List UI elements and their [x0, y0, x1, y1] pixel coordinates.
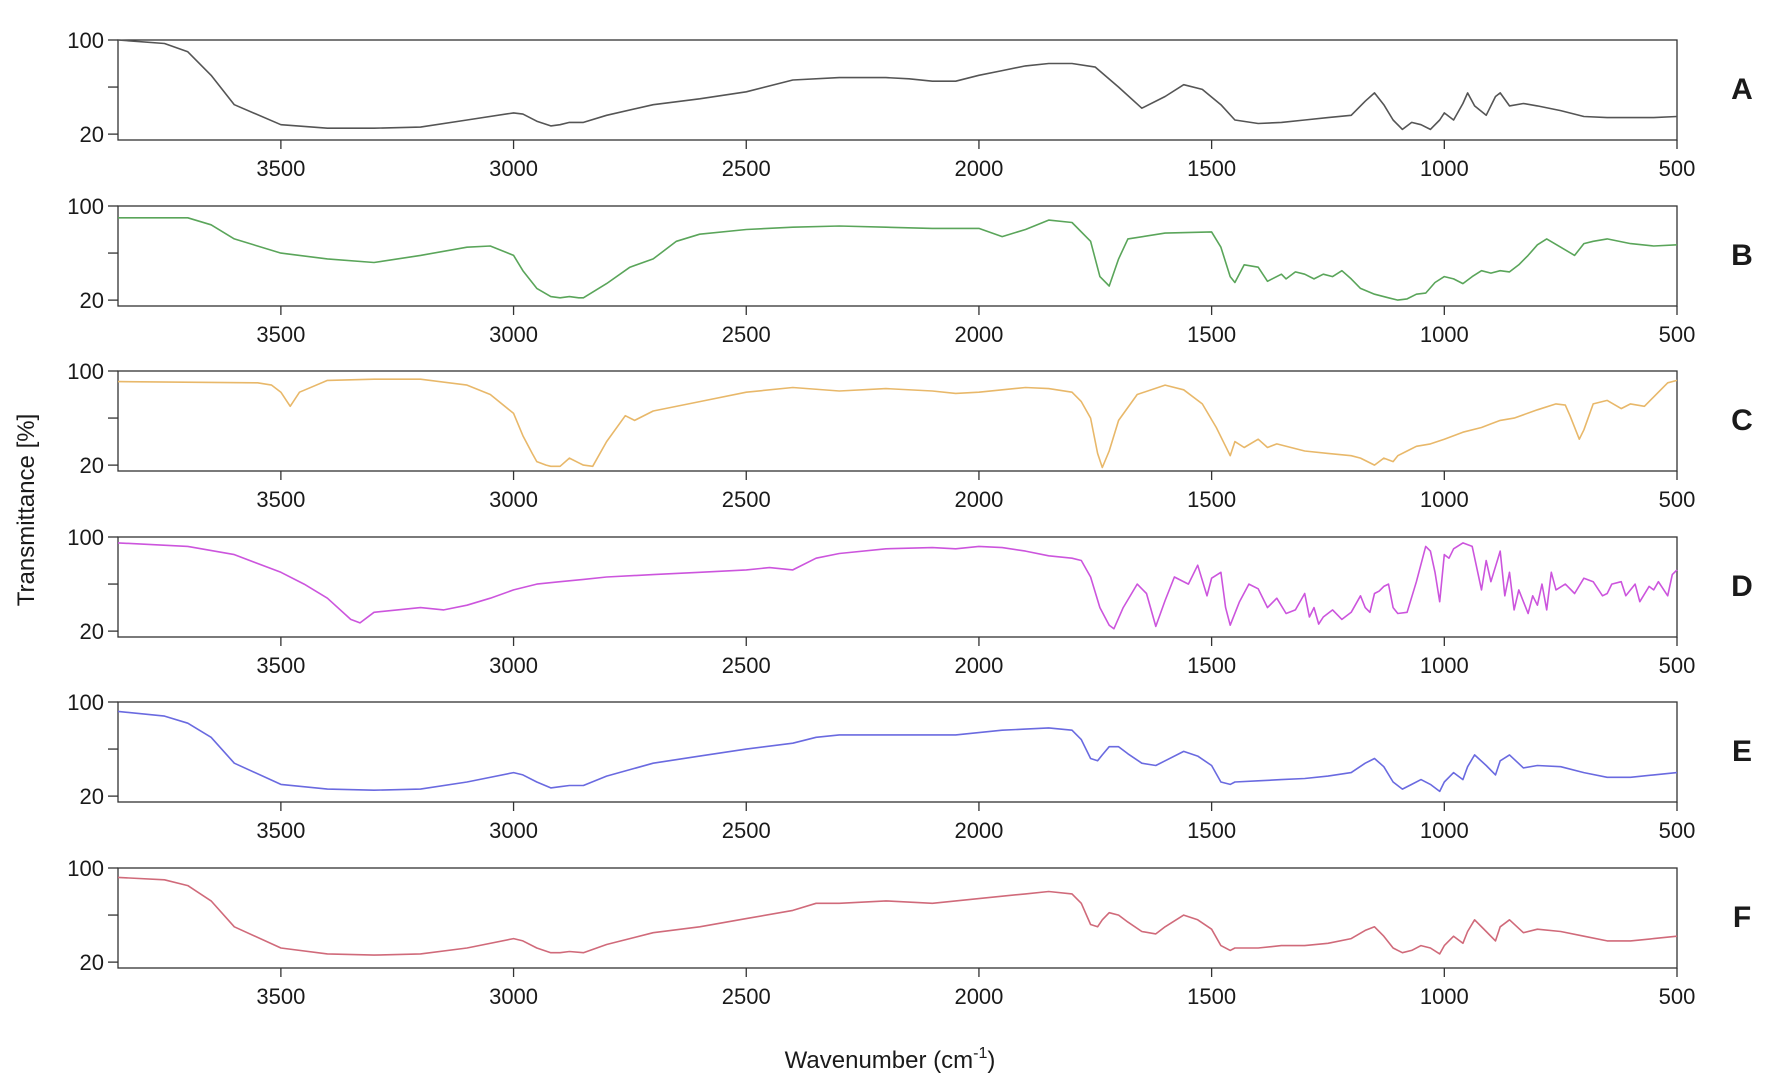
x-tick-label: 2500: [722, 322, 771, 347]
x-tick-label: 2500: [722, 487, 771, 512]
panel-frame: [117, 536, 1678, 638]
y-tick-label: 100: [67, 856, 104, 881]
x-tick-label: 3500: [256, 322, 305, 347]
y-axis-label: Transmittance [%]: [13, 414, 40, 607]
y-tick-label: 20: [80, 619, 104, 644]
series-line-c: [117, 378, 1678, 469]
panel-frame: [117, 867, 1678, 969]
panel-label-d: D: [1731, 570, 1753, 603]
x-tick-label: 1500: [1187, 156, 1236, 181]
x-tick-label: 1500: [1187, 984, 1236, 1009]
x-tick-label: 500: [1659, 818, 1696, 843]
x-tick-label: 2500: [722, 984, 771, 1009]
panel-e: 100 20 3500 3000 2500 2000 1500 1000 500 E: [67, 690, 1752, 843]
x-tick-label: 2500: [722, 156, 771, 181]
panel-frame: [117, 701, 1678, 803]
y-tick-label: 20: [80, 288, 104, 313]
x-axis-label-close: ): [987, 1047, 995, 1074]
panel-label-a: A: [1731, 73, 1753, 106]
x-tick-label: 1500: [1187, 818, 1236, 843]
x-tick-label: 1000: [1420, 653, 1469, 678]
x-tick-label: 2000: [954, 322, 1003, 347]
panel-d: 100 20 3500 3000 2500 2000 1500 1000 500 D: [67, 525, 1753, 678]
y-tick-label: 20: [80, 950, 104, 975]
series-line-e: [117, 710, 1678, 793]
series-line-f: [117, 876, 1678, 956]
x-tick-label: 2500: [722, 818, 771, 843]
panel-label-f: F: [1733, 901, 1751, 934]
x-tick-label: 2000: [954, 984, 1003, 1009]
series-line-d: [117, 542, 1678, 630]
x-tick-label: 3500: [256, 818, 305, 843]
x-tick-label: 1000: [1420, 487, 1469, 512]
x-tick-label: 3000: [489, 984, 538, 1009]
y-tick-label: 100: [67, 359, 104, 384]
y-tick-label: 20: [80, 453, 104, 478]
x-tick-label: 1500: [1187, 487, 1236, 512]
x-tick-label: 3000: [489, 818, 538, 843]
panel-frame: [117, 205, 1678, 307]
x-tick-label: 2500: [722, 653, 771, 678]
panel-f: 100 20 3500 3000 2500 2000 1500 1000 500 F: [67, 856, 1751, 1009]
x-tick-label: 3000: [489, 156, 538, 181]
panel-label-e: E: [1732, 735, 1752, 768]
x-tick-label: 3500: [256, 487, 305, 512]
x-tick-label: 1000: [1420, 322, 1469, 347]
y-tick-label: 20: [80, 122, 104, 147]
x-tick-label: 3000: [489, 487, 538, 512]
x-tick-label: 2000: [954, 487, 1003, 512]
panel-frame: [117, 39, 1678, 141]
x-tick-label: 2000: [954, 653, 1003, 678]
x-tick-label: 3000: [489, 322, 538, 347]
x-tick-label: 500: [1659, 156, 1696, 181]
y-tick-label: 100: [67, 194, 104, 219]
x-tick-label: 500: [1659, 984, 1696, 1009]
x-tick-label: 1500: [1187, 653, 1236, 678]
x-tick-label: 3500: [256, 984, 305, 1009]
x-tick-label: 2000: [954, 156, 1003, 181]
panel-c: 100 20 3500 3000 2500 2000 1500 1000 500 C: [67, 359, 1753, 512]
x-tick-label: 2000: [954, 818, 1003, 843]
x-axis-label: Wavenumber (cm-1): [785, 1045, 996, 1074]
x-tick-label: 3500: [256, 653, 305, 678]
x-tick-label: 500: [1659, 487, 1696, 512]
x-axis-label-main: Wavenumber (cm: [785, 1047, 973, 1074]
panel-label-b: B: [1731, 239, 1753, 272]
x-tick-label: 1000: [1420, 818, 1469, 843]
y-tick-label: 100: [67, 525, 104, 550]
series-line-b: [118, 217, 1678, 301]
y-tick-label: 100: [67, 28, 104, 53]
x-tick-label: 3500: [256, 156, 305, 181]
x-tick-label: 1000: [1420, 156, 1469, 181]
series-line-a: [117, 39, 1678, 131]
x-tick-label: 500: [1659, 653, 1696, 678]
y-tick-label: 20: [80, 784, 104, 809]
y-tick-label: 100: [67, 690, 104, 715]
x-axis-label-exponent: -1: [973, 1045, 987, 1062]
x-tick-label: 1000: [1420, 984, 1469, 1009]
panel-label-c: C: [1731, 404, 1753, 437]
panel-a: 100 20 3500 3000 2500 2000 1500 1000 500 A: [67, 28, 1753, 181]
x-tick-label: 1500: [1187, 322, 1236, 347]
spectra-panels: 100 20 3500 3000 2500 2000 1500 1000 500 A 100 20 35…: [67, 28, 1753, 1009]
x-tick-label: 3000: [489, 653, 538, 678]
x-tick-label: 500: [1659, 322, 1696, 347]
panel-b: 100 20 3500 3000 2500 2000 1500 1000 500 B: [67, 194, 1753, 347]
panel-frame: [117, 370, 1678, 472]
